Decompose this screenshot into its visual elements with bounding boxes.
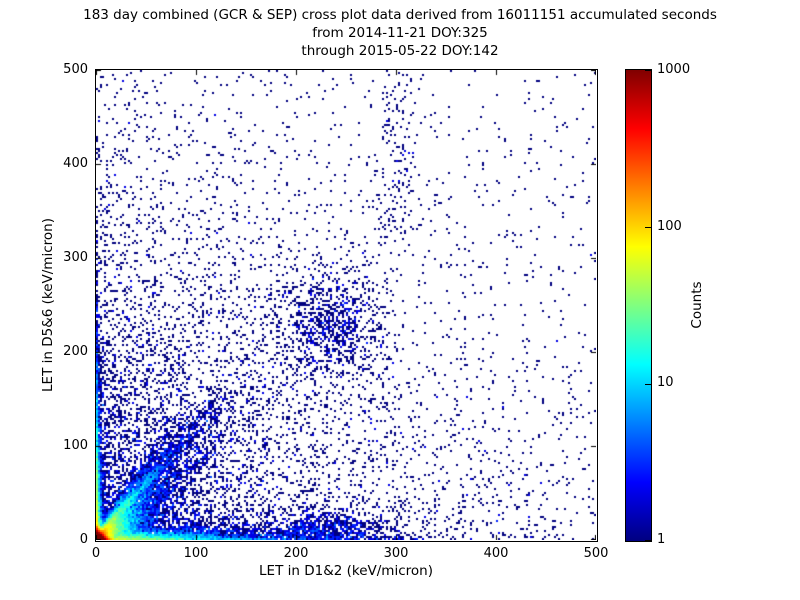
chart-title-line-2: from 2014-11-21 DOY:325 bbox=[312, 25, 488, 41]
x-tick-label: 100 bbox=[183, 546, 209, 561]
x-tick-label: 500 bbox=[583, 546, 609, 561]
colorbar-tick-label: 1000 bbox=[657, 62, 691, 77]
x-axis-label: LET in D1&2 (keV/micron) bbox=[259, 563, 433, 579]
colorbar-tick-label: 1 bbox=[657, 532, 666, 547]
colorbar-tick bbox=[645, 384, 651, 385]
colorbar-tick bbox=[645, 70, 651, 71]
y-tick-label: 200 bbox=[63, 344, 88, 359]
colorbar bbox=[625, 69, 652, 542]
y-tick-label: 300 bbox=[63, 250, 88, 265]
chart-title-line-1: 183 day combined (GCR & SEP) cross plot … bbox=[83, 7, 717, 23]
x-tick-label: 400 bbox=[483, 546, 509, 561]
colorbar-tick bbox=[645, 227, 651, 228]
scatter-heatmap-canvas bbox=[96, 70, 596, 540]
colorbar-tick-label: 100 bbox=[657, 219, 682, 234]
x-tick-label: 0 bbox=[91, 546, 101, 561]
colorbar-gradient bbox=[626, 70, 651, 541]
x-tick-label: 300 bbox=[383, 546, 409, 561]
x-tick-label: 200 bbox=[283, 546, 309, 561]
y-tick-label: 100 bbox=[63, 438, 88, 453]
colorbar-tick bbox=[645, 540, 651, 541]
colorbar-axis-label: Counts bbox=[689, 281, 705, 329]
chart-title-line-3: through 2015-05-22 DOY:142 bbox=[301, 43, 499, 59]
y-tick-label: 400 bbox=[63, 156, 88, 171]
y-axis-label: LET in D5&6 (keV/micron) bbox=[40, 218, 56, 392]
y-tick-label: 500 bbox=[63, 62, 88, 77]
plot-area bbox=[95, 69, 598, 542]
colorbar-tick-label: 10 bbox=[657, 375, 674, 390]
y-tick-label: 0 bbox=[79, 532, 88, 547]
